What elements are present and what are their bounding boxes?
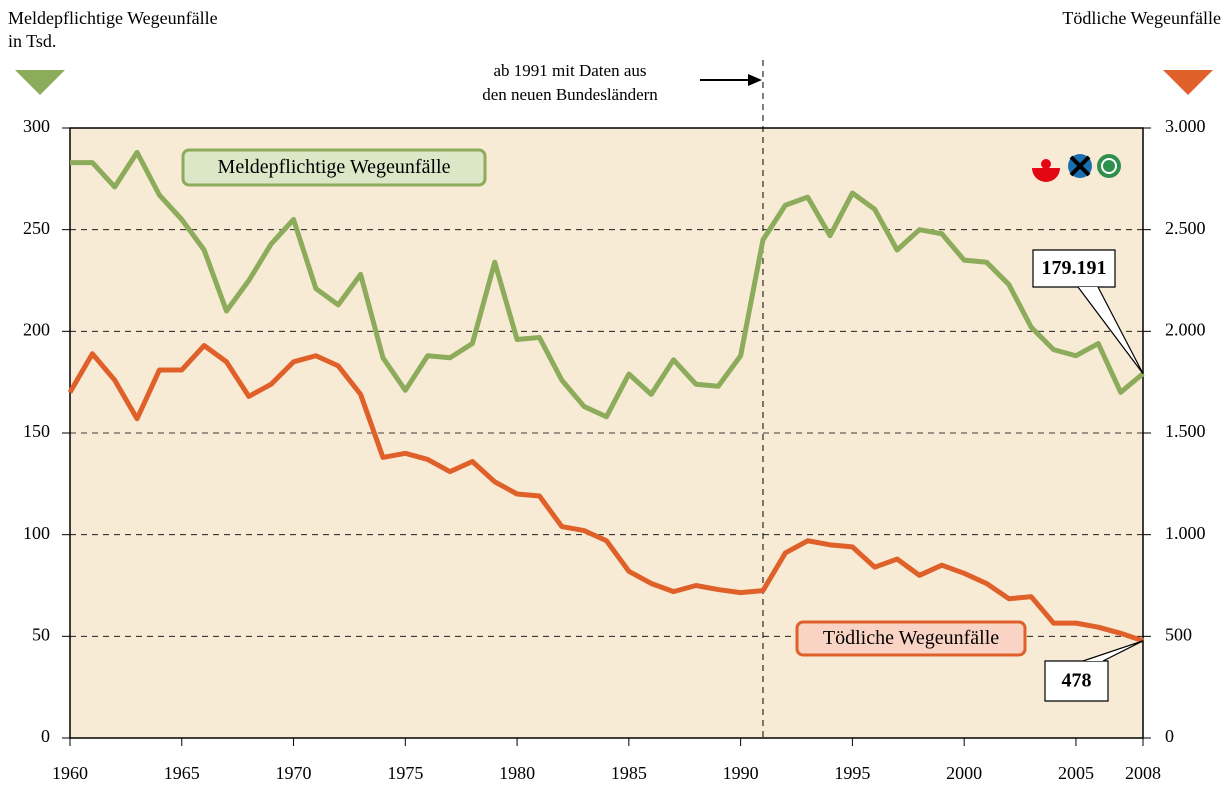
x-tick-label: 1985 [611,763,647,783]
y-tick-label: 150 [23,421,50,441]
y2-tick-label: 2.500 [1165,218,1206,238]
x-tick-label: 1980 [499,763,535,783]
x-tick-label: 1970 [276,763,312,783]
legend-box [795,620,1027,657]
callout-pointer [1082,640,1144,662]
y2-tick-label: 1.000 [1165,523,1206,543]
right-axis-marker [1163,70,1213,95]
y-axis-label: in Tsd. [8,31,56,51]
annotation-arrowhead [748,74,762,86]
annotation-text: ab 1991 mit Daten aus [494,61,647,80]
x-tick-label: 2005 [1058,763,1094,783]
y2-axis-label: Tödliche Wegeunfälle [1062,8,1221,28]
y-tick-label: 250 [23,218,50,238]
callout-pointer [1077,286,1144,375]
x-tick-label: 1975 [387,763,423,783]
x-tick-label: 2008 [1125,763,1161,783]
x-tick-label: 1990 [723,763,759,783]
data-label: 478 [1062,670,1092,692]
y2-tick-label: 0 [1165,726,1174,746]
x-tick-label: 1965 [164,763,200,783]
y-tick-label: 200 [23,319,50,339]
logos [1032,154,1121,182]
x-tick-label: 2000 [946,763,982,783]
x-tick-label: 1960 [52,763,88,783]
legend-label: Tödliche Wegeunfälle [823,627,999,649]
legend-box [181,148,487,187]
annotation-text: den neuen Bundesländern [482,85,658,104]
series-line [70,149,1145,420]
y-tick-label: 50 [32,624,50,644]
legend-label: Meldepflichtige Wegeunfälle [218,156,451,178]
left-axis-marker [15,70,65,95]
y-tick-label: 0 [41,726,50,746]
data-label: 179.191 [1042,257,1107,279]
callout-box [1032,249,1116,288]
y2-tick-label: 3.000 [1165,116,1206,136]
y-tick-label: 300 [23,116,50,136]
y2-tick-label: 500 [1165,624,1192,644]
series-line [67,343,1144,644]
y-axis-label: Meldepflichtige Wegeunfälle [8,8,218,28]
y2-tick-label: 1.500 [1165,421,1206,441]
x-tick-label: 1995 [834,763,870,783]
y2-tick-label: 2.000 [1165,319,1206,339]
y-tick-label: 100 [23,523,50,543]
